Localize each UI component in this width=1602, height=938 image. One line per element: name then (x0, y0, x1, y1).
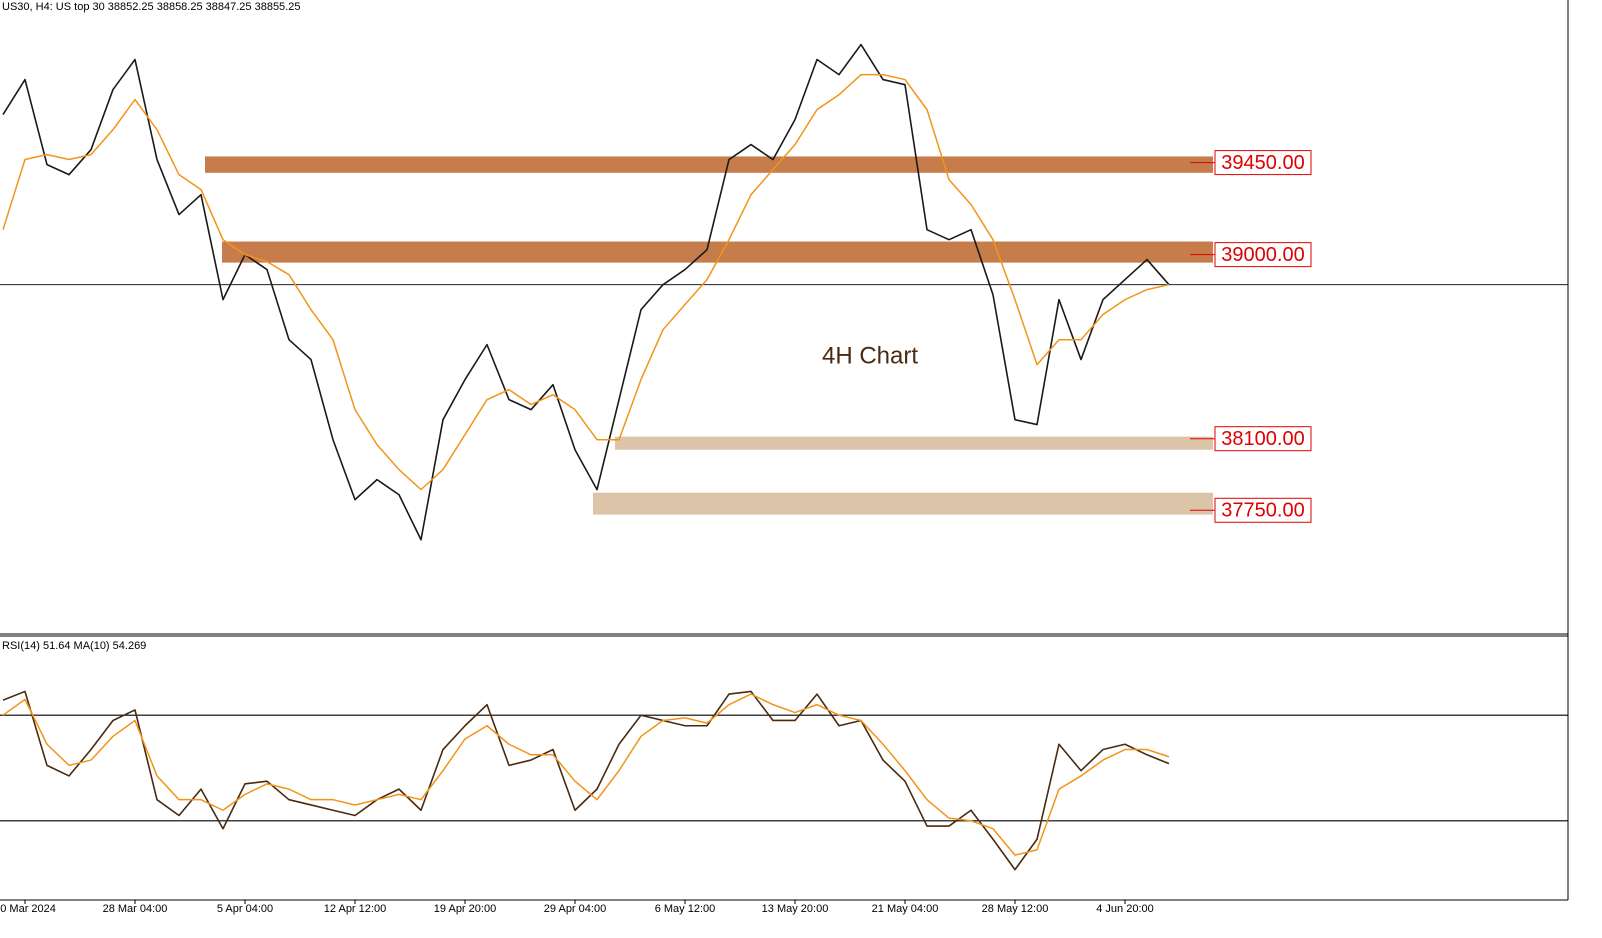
series-line (2, 693, 1170, 856)
zone-label: 37750.00 (1221, 500, 1304, 522)
price-zone (222, 241, 1213, 263)
x-tick-label: 5 Apr 04:00 (217, 903, 273, 915)
series-line (2, 43, 1170, 541)
x-tick-label: 21 May 04:00 (872, 903, 939, 915)
price-zone (205, 156, 1213, 173)
x-tick-label: 19 Apr 20:00 (434, 903, 496, 915)
zone-label: 39450.00 (1221, 152, 1304, 174)
price-zone (593, 492, 1213, 515)
series-line (2, 690, 1170, 871)
x-tick-label: 28 Mar 04:00 (103, 903, 168, 915)
x-tick-label: 28 May 12:00 (982, 903, 1049, 915)
price-zone (615, 436, 1213, 450)
chart-annotation: 4H Chart (822, 342, 918, 369)
rsi-header: RSI(14) 51.64 MA(10) 54.269 (2, 640, 146, 652)
x-tick-label: 6 May 12:00 (655, 903, 716, 915)
zone-label-box (1214, 150, 1312, 176)
series-line (2, 73, 1170, 491)
x-tick-label: 29 Apr 04:00 (544, 903, 606, 915)
chart-header: US30, H4: US top 30 38852.25 38858.25 38… (2, 1, 300, 13)
zone-label: 39000.00 (1221, 244, 1304, 266)
zone-label-box (1214, 497, 1312, 523)
x-tick-label: 13 May 20:00 (762, 903, 829, 915)
x-tick-label: 20 Mar 2024 (0, 903, 56, 915)
zone-label-box (1214, 426, 1312, 452)
x-tick-label: 12 Apr 12:00 (324, 903, 386, 915)
x-tick-label: 4 Jun 20:00 (1096, 903, 1154, 915)
zone-label: 38100.00 (1221, 428, 1304, 450)
zone-label-box (1214, 242, 1312, 268)
